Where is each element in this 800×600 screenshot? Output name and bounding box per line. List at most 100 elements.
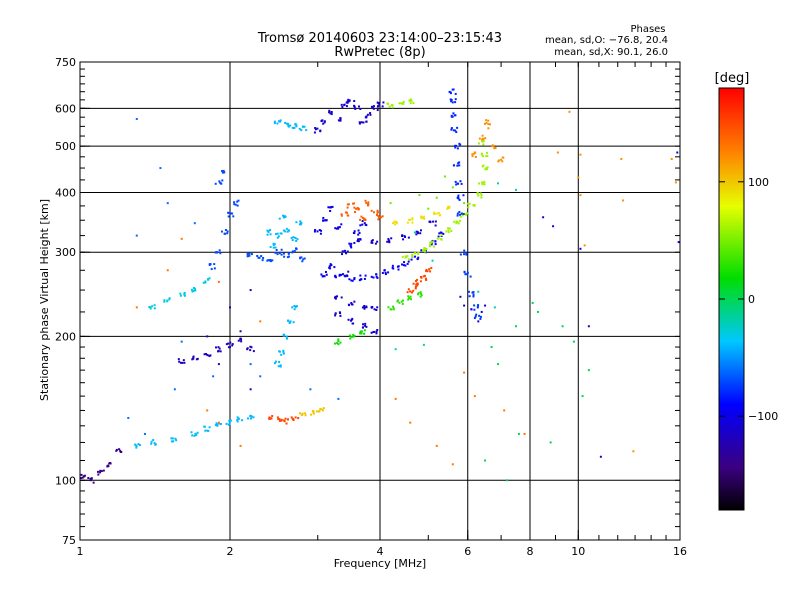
data-point [417, 251, 420, 254]
data-point [447, 229, 450, 232]
data-point [96, 470, 99, 473]
data-point [339, 341, 342, 344]
data-point [360, 121, 363, 124]
data-point [456, 147, 459, 150]
data-point [314, 128, 317, 131]
data-point [419, 292, 422, 295]
data-point [192, 355, 195, 358]
data-point [143, 432, 146, 435]
data-point [456, 164, 459, 167]
data-point [365, 201, 368, 204]
colorbar-tick-label: 100 [748, 176, 769, 189]
data-point [334, 314, 337, 317]
data-point [150, 442, 153, 445]
data-point [364, 199, 367, 202]
data-point [171, 437, 174, 440]
data-point [293, 250, 296, 253]
data-point [92, 481, 95, 484]
data-point [135, 306, 138, 309]
data-point [266, 233, 269, 236]
data-point [425, 268, 428, 271]
data-point [440, 231, 443, 234]
data-point [579, 194, 582, 197]
data-point [429, 243, 432, 246]
data-point [333, 342, 336, 345]
data-point [298, 127, 301, 130]
data-point [290, 237, 293, 240]
data-point [168, 298, 171, 301]
data-point [283, 215, 286, 218]
data-point [361, 326, 364, 329]
data-point [410, 258, 413, 261]
data-point [350, 318, 353, 321]
data-point [484, 168, 487, 171]
data-point [622, 199, 625, 202]
data-point [620, 158, 623, 161]
data-point [83, 474, 86, 477]
data-point [302, 258, 305, 261]
data-point [249, 289, 252, 292]
data-point [474, 315, 477, 318]
data-point [257, 256, 260, 259]
data-point [428, 245, 431, 248]
data-point [269, 417, 272, 420]
data-point [89, 479, 92, 482]
data-point [331, 205, 334, 208]
data-point [271, 259, 274, 262]
data-point [195, 433, 198, 436]
data-point [134, 443, 137, 446]
data-point [365, 120, 368, 123]
data-point [356, 207, 359, 210]
data-point [453, 220, 456, 223]
data-point [420, 249, 423, 252]
data-point [319, 408, 322, 411]
data-point [397, 265, 400, 268]
data-point [249, 345, 252, 348]
data-point [180, 237, 183, 240]
data-point [148, 306, 151, 309]
data-point [448, 205, 451, 208]
data-point [310, 413, 313, 416]
data-point [135, 444, 138, 447]
y-tick-label: 400 [55, 186, 76, 199]
data-point [370, 331, 373, 334]
data-point [294, 123, 297, 126]
data-point [320, 229, 323, 232]
data-point [384, 271, 387, 274]
data-point [478, 182, 481, 185]
data-point [183, 292, 186, 295]
data-point [270, 417, 273, 420]
data-point [353, 230, 356, 233]
data-point [287, 255, 290, 258]
data-point [423, 248, 426, 251]
data-point [330, 113, 333, 116]
data-point [206, 335, 209, 338]
data-point [293, 127, 296, 130]
data-point [456, 126, 459, 129]
data-point [259, 320, 262, 323]
data-point [279, 119, 282, 122]
data-point [412, 101, 415, 104]
data-point [677, 241, 680, 244]
data-point [458, 210, 461, 213]
data-point [390, 308, 393, 311]
data-point [224, 232, 227, 235]
axes: 1 2 4 6 8 10 16 75 100 200 300 400 500 600 750 [55, 56, 687, 558]
data-point [409, 295, 412, 298]
data-point [355, 207, 358, 210]
data-point [468, 202, 471, 205]
data-point [361, 223, 364, 226]
data-point [221, 171, 224, 174]
data-point [515, 188, 518, 191]
data-point [299, 220, 302, 223]
data-point [340, 223, 343, 226]
y-tick-label: 750 [55, 56, 76, 69]
data-point [485, 155, 488, 158]
data-point [391, 106, 394, 109]
colorbar-label: [deg] [715, 71, 750, 86]
data-point [315, 410, 318, 413]
data-point [494, 146, 497, 149]
data-point [581, 395, 584, 398]
data-point [503, 409, 506, 412]
data-point [217, 350, 220, 353]
